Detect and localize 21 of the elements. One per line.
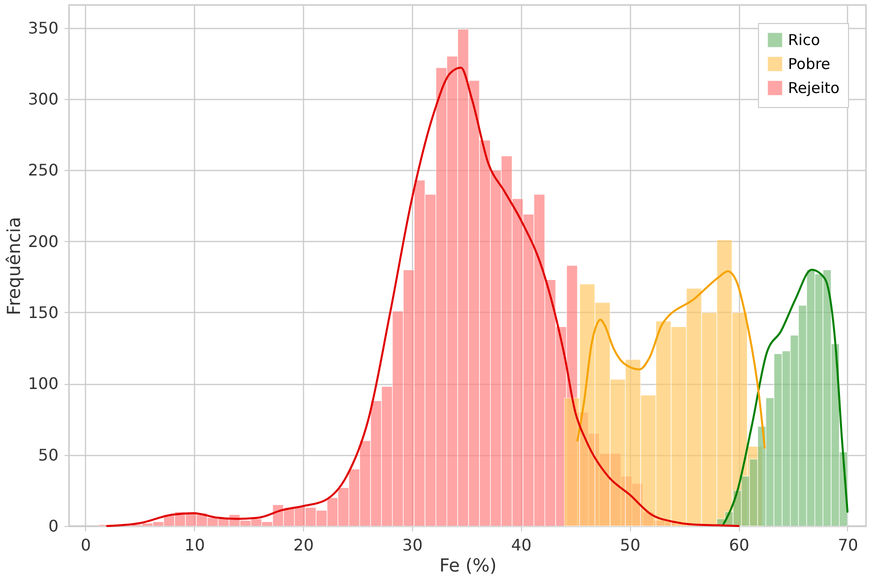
y-axis-title: Frequência [4, 216, 25, 316]
legend-label: Rico [788, 31, 820, 49]
y-tick-label: 300 [28, 89, 58, 108]
y-tick-label: 100 [28, 374, 58, 394]
x-tick-label: 0 [80, 536, 91, 554]
x-tick-label: 30 [402, 536, 423, 554]
x-tick-label: 10 [184, 536, 205, 554]
y-tick-label: 200 [28, 232, 58, 251]
y-tick-label: 50 [38, 445, 58, 464]
x-tick-label: 70 [838, 536, 858, 554]
y-tick-label: 250 [28, 160, 58, 180]
y-tick-label: 0 [48, 516, 58, 536]
x-tick-label: 60 [728, 536, 750, 554]
x-tick-label: 50 [620, 536, 640, 554]
y-tick-label: 150 [28, 302, 58, 322]
x-tick-label: 40 [511, 536, 532, 554]
y-tick-label: 350 [28, 18, 58, 38]
legend-label: Pobre [788, 55, 830, 73]
x-axis-title: Fe (%) [439, 556, 497, 576]
x-tick-label: 20 [293, 536, 314, 554]
legend-label: Rejeito [788, 79, 840, 97]
